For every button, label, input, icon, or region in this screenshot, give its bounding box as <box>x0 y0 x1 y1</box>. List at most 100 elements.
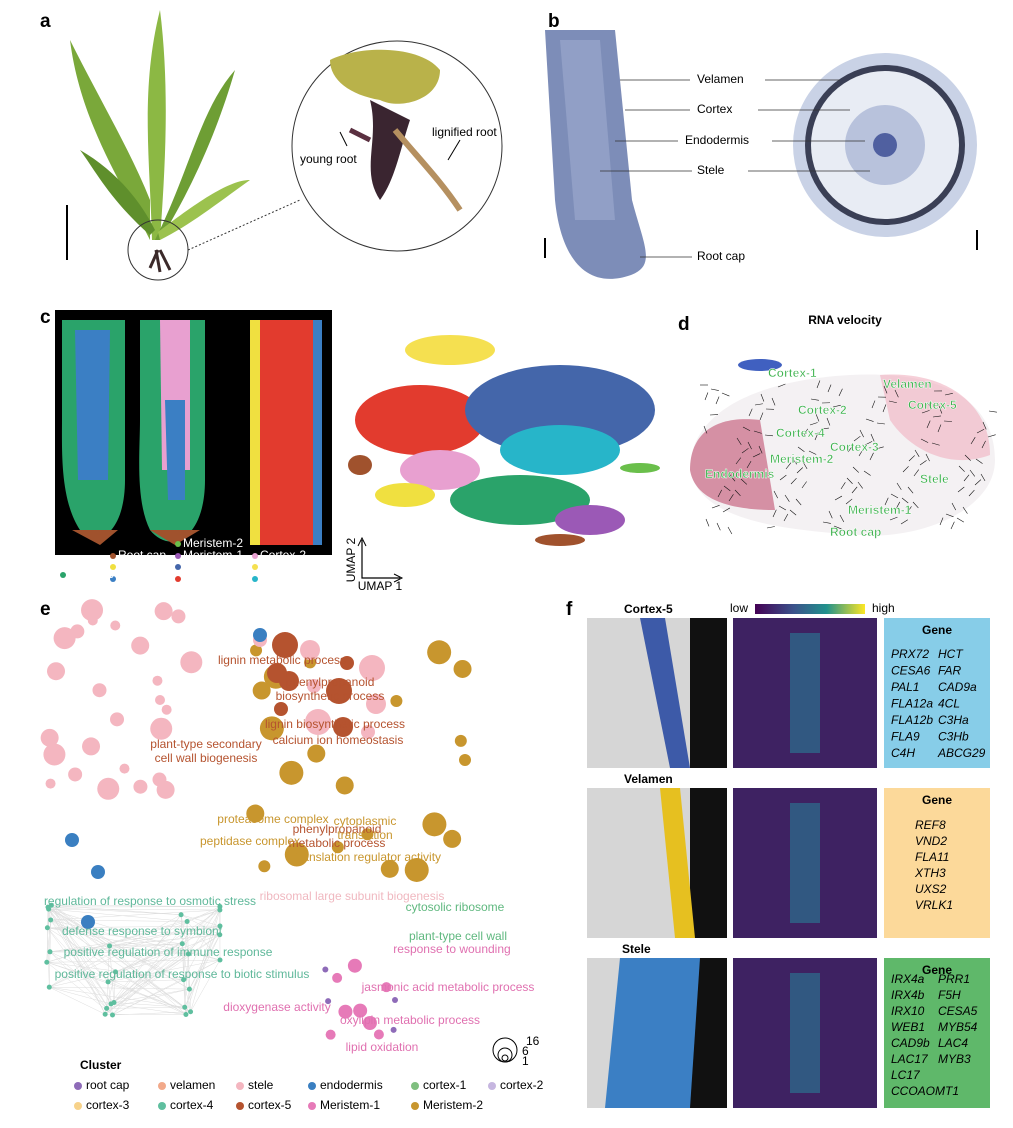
expression-hot <box>790 633 820 753</box>
term-label: biosynthetic process <box>276 689 385 703</box>
axis-label: UMAP 2 <box>344 537 358 582</box>
gene-name: F5H <box>938 988 961 1002</box>
gene-name: FLA11 <box>915 850 949 864</box>
legend-dot <box>74 1082 82 1090</box>
legend-label: Meristem-1 <box>320 1098 380 1112</box>
structure-label: Endodermis <box>685 133 749 147</box>
legend-dot <box>411 1082 419 1090</box>
term-label: cytoplasmic <box>334 814 397 828</box>
legend-label: Stele <box>118 571 146 585</box>
size-key <box>502 1055 508 1061</box>
term-label: cell wall biogenesis <box>155 751 258 765</box>
term-label: defense response to symbiont <box>62 924 223 938</box>
gene-name: IRX4a <box>891 972 925 986</box>
term-label: phenylpropanoid <box>286 675 375 689</box>
term-label: oxylipin metabolic process <box>340 1013 480 1027</box>
legend-dot <box>74 1102 82 1110</box>
term-label: calcium ion homeostasis <box>273 733 404 747</box>
gene-heading: Gene <box>922 793 952 807</box>
structure-label: Cortex <box>697 102 732 116</box>
gene-name: CAD9b <box>891 1036 930 1050</box>
panel-label: f <box>566 599 573 620</box>
panel-label: a <box>40 11 51 32</box>
gene-name: IRX10 <box>891 1004 925 1018</box>
structure-label: Stele <box>697 163 725 177</box>
background <box>690 788 727 938</box>
gene-name: CAD9a <box>938 680 977 694</box>
colorbar-label: low <box>730 601 748 615</box>
gene-name: FLA12b <box>891 713 933 727</box>
gene-name: ABCG29 <box>937 746 986 760</box>
chart-title: RNA velocity <box>808 313 882 327</box>
legend-label: cortex-1 <box>423 1078 467 1092</box>
gene-name: PRX72 <box>891 647 929 661</box>
term-label: proteasome complex <box>217 812 328 826</box>
gene-name: LC17 <box>891 1068 921 1082</box>
legend-dot <box>175 541 181 547</box>
cell-type-stripe <box>605 958 700 1108</box>
legend-label: root cap <box>86 1078 130 1092</box>
legend-label: cortex-4 <box>170 1098 214 1112</box>
legend-label: Meristem-2 <box>423 1098 483 1112</box>
legend-dot <box>158 1102 166 1110</box>
cluster-label: Velamen <box>883 377 932 391</box>
gene-name: C3Hb <box>938 730 969 744</box>
gene-name: FAR <box>938 664 961 678</box>
size-key-label: 1 <box>522 1054 529 1068</box>
gene-name: FLA12a <box>891 697 933 711</box>
gene-name: LAC4 <box>938 1036 968 1050</box>
legend-dot <box>411 1102 419 1110</box>
term-label: regulation of response to osmotic stress <box>44 894 256 908</box>
gene-name: MYB54 <box>938 1020 978 1034</box>
expression-hot <box>790 973 820 1093</box>
gene-name: C4H <box>891 746 915 760</box>
background <box>690 618 727 768</box>
term-label: lignin metabolic process <box>218 653 346 667</box>
panel-label: c <box>40 307 51 328</box>
term-label: jasmonic acid metabolic process <box>361 980 535 994</box>
legend-dot <box>236 1102 244 1110</box>
root-section-images <box>545 30 977 279</box>
legend-label: cortex-2 <box>500 1078 544 1092</box>
gene-name: MYB3 <box>938 1052 971 1066</box>
gene-maps <box>587 618 877 1108</box>
gene-name: PRR1 <box>938 972 970 986</box>
legend-label: velamen <box>170 1078 215 1092</box>
legend-label: Cortex-4 <box>183 571 229 585</box>
legend-dot <box>175 564 181 570</box>
term-label: plant-type cell wall <box>409 929 507 943</box>
legend-label: Cortex-3 <box>68 567 114 581</box>
legend-dot <box>252 553 258 559</box>
term-label: lignin biosynthetic process <box>265 717 405 731</box>
cluster-label: Endodermis <box>705 467 775 481</box>
cluster-label: Stele <box>920 472 949 486</box>
panel-title: Stele <box>622 942 651 956</box>
legend-dot <box>236 1082 244 1090</box>
annotation: young root <box>300 152 357 166</box>
cluster-label: Cortex-1 <box>768 366 817 380</box>
term-label: translation regulator activity <box>295 850 441 864</box>
gene-name: 4CL <box>938 697 960 711</box>
gene-heading: Gene <box>922 623 952 637</box>
axis-label: UMAP 1 <box>358 579 403 593</box>
legend-label: cortex-5 <box>248 1098 292 1112</box>
legend-dot <box>252 576 258 582</box>
gene-name: WEB1 <box>891 1020 925 1034</box>
expression-hot <box>790 803 820 923</box>
term-label: translation <box>337 828 392 842</box>
gene-name: FLA9 <box>891 730 920 744</box>
term-label: peptidase complex <box>200 834 300 848</box>
term-label: lipid oxidation <box>346 1040 419 1054</box>
legend-dot <box>175 553 181 559</box>
legend-dot <box>308 1082 316 1090</box>
gene-name: LAC17 <box>891 1052 929 1066</box>
gene-name: HCT <box>938 647 964 661</box>
gene-name: REF8 <box>915 818 946 832</box>
plant-photo <box>67 10 502 280</box>
size-key <box>493 1038 517 1062</box>
panel-label: e <box>40 599 51 620</box>
structure-label: Root cap <box>697 249 745 263</box>
annotation: lignified root <box>432 125 497 139</box>
legend-title: Cluster <box>80 1058 122 1072</box>
term-label: positive regulation of response to bioti… <box>55 967 310 981</box>
